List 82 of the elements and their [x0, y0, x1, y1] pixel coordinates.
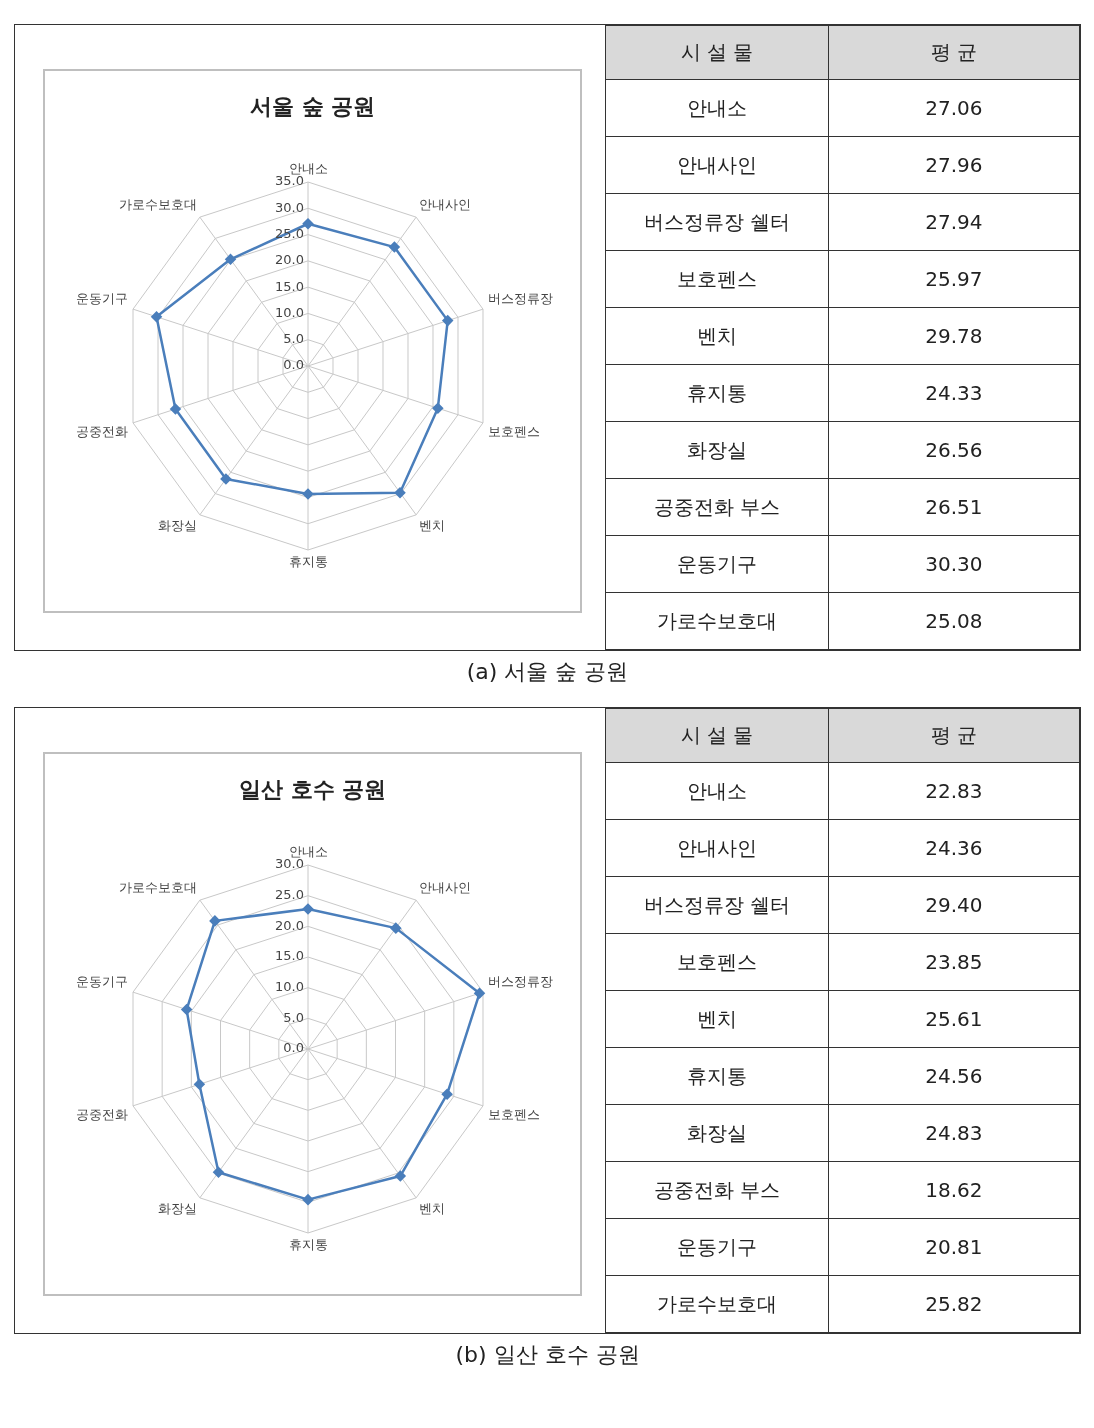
y-tick-label: 5.0: [283, 1009, 304, 1025]
spoke-label: 운동기구: [76, 974, 129, 990]
spoke-label: 화장실: [157, 1201, 197, 1217]
spoke-label: 안내사인: [419, 196, 472, 212]
spoke-label: 벤치: [419, 1201, 446, 1217]
text: 24.33: [925, 381, 983, 405]
category-label: 안내사인: [605, 819, 829, 877]
category-label: 화장실: [605, 421, 829, 479]
spoke-label: 공중전화: [76, 423, 129, 439]
category-label: 운동기구: [605, 1218, 829, 1276]
category-label: 버스정류장 쉘터: [605, 876, 829, 934]
category-label: 공중전화 부스: [605, 1161, 829, 1219]
spoke-label: 안내사인: [419, 879, 472, 895]
category-label: 보호펜스: [605, 250, 829, 308]
y-tick-label: 15.0: [275, 278, 304, 294]
y-tick-label: 10.0: [275, 304, 304, 320]
text: 25.08: [925, 609, 983, 633]
y-tick-label: 30.0: [275, 199, 304, 215]
text: 24.56: [925, 1064, 983, 1088]
text: (a) 서울 숲 공원: [465, 658, 630, 686]
spoke-label: 벤치: [419, 518, 446, 534]
y-tick-label: 20.0: [275, 917, 304, 933]
y-tick-label: 10.0: [275, 979, 304, 995]
category-label: 안내소: [605, 79, 829, 137]
spoke-label: 휴지통: [288, 554, 328, 570]
text: 25.82: [925, 1292, 983, 1316]
text: 26.51: [925, 495, 983, 519]
category-label: 공중전화 부스: [605, 478, 829, 536]
y-tick-label: 5.0: [283, 331, 304, 347]
text: 24.36: [925, 836, 983, 860]
spoke-label: 보호펜스: [487, 1106, 540, 1122]
spoke-label: 공중전화: [76, 1106, 129, 1122]
category-label: 보호펜스: [605, 933, 829, 991]
category-label: 버스정류장 쉘터: [605, 193, 829, 251]
text: 25.97: [925, 267, 983, 291]
spoke-label: 가로수보호대: [118, 196, 197, 212]
category-label: 운동기구: [605, 535, 829, 593]
text: 20.81: [925, 1235, 983, 1259]
spoke-label: 운동기구: [76, 291, 129, 307]
text: 29.78: [925, 324, 983, 348]
text: 평 균: [828, 25, 1080, 80]
chart-title: 일산 호수 공원: [238, 776, 387, 802]
spoke-label: 버스정류장: [487, 291, 553, 307]
spoke-label: 화장실: [157, 518, 197, 534]
text: 22.83: [925, 779, 983, 803]
text: 시 설 물: [605, 708, 829, 763]
category-label: 안내소: [605, 762, 829, 820]
text: (b) 일산 호수 공원: [454, 1341, 641, 1369]
category-label: 휴지통: [605, 1047, 829, 1105]
text: 26.56: [925, 438, 983, 462]
spoke-label: 안내소: [288, 160, 328, 176]
text: 25.61: [925, 1007, 983, 1031]
y-tick-label: 20.0: [275, 252, 304, 268]
spoke-label: 안내소: [288, 843, 328, 859]
spoke-label: 휴지통: [288, 1237, 328, 1253]
y-tick-label: 25.0: [275, 887, 304, 903]
category-label: 휴지통: [605, 364, 829, 422]
category-label: 벤치: [605, 307, 829, 365]
text: 27.96: [925, 153, 983, 177]
spoke-label: 가로수보호대: [118, 879, 197, 895]
y-tick-label: 0.0: [283, 357, 304, 373]
category-label: 안내사인: [605, 136, 829, 194]
category-label: 가로수보호대: [605, 1275, 829, 1333]
spoke-label: 보호펜스: [487, 423, 540, 439]
category-label: 가로수보호대: [605, 592, 829, 650]
chart-title: 서울 숲 공원: [249, 93, 376, 119]
text: 29.40: [925, 893, 983, 917]
spoke-label: 버스정류장: [487, 974, 553, 990]
text: 23.85: [925, 950, 983, 974]
y-tick-label: 15.0: [275, 948, 304, 964]
category-label: 벤치: [605, 990, 829, 1048]
text: 27.94: [925, 210, 983, 234]
text: 평 균: [828, 708, 1080, 763]
text: 24.83: [925, 1121, 983, 1145]
y-tick-label: 35.0: [275, 173, 304, 189]
category-label: 화장실: [605, 1104, 829, 1162]
text: 시 설 물: [605, 25, 829, 80]
text: 30.30: [925, 552, 983, 576]
y-tick-label: 30.0: [275, 856, 304, 872]
text: 18.62: [925, 1178, 983, 1202]
text: 27.06: [925, 96, 983, 120]
y-tick-label: 0.0: [283, 1040, 304, 1056]
